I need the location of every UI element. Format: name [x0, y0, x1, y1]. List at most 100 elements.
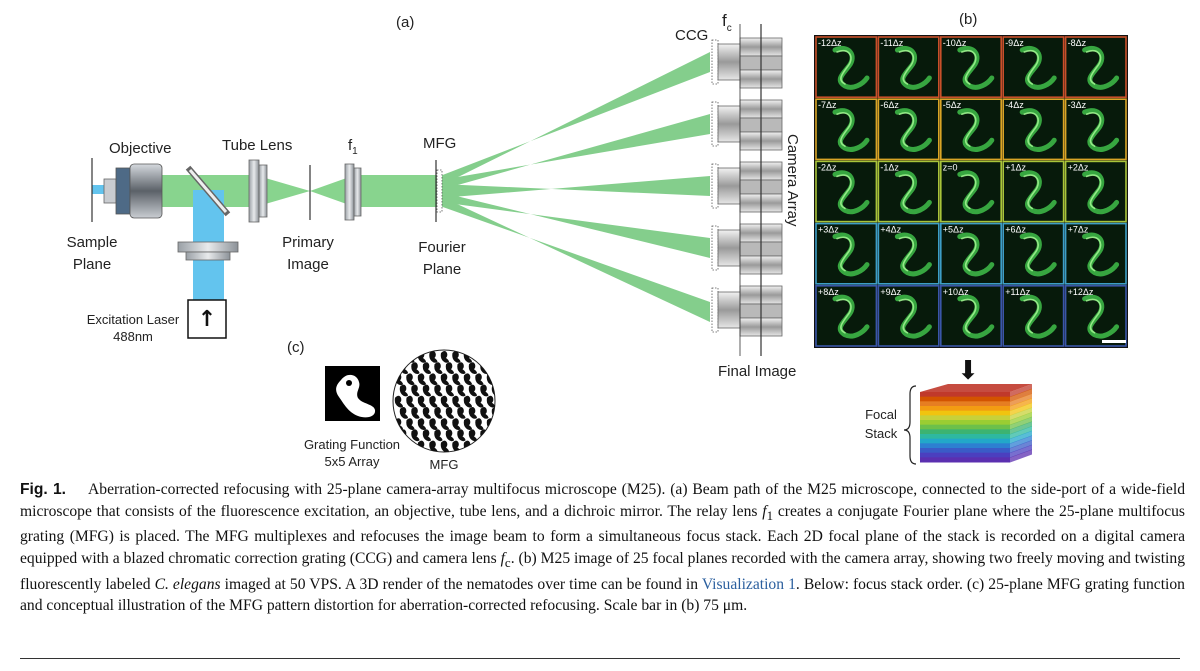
mfg-pattern-cell [440, 373, 449, 386]
tile-label: +10Δz [943, 287, 969, 297]
mfg-pattern-cell [457, 362, 466, 374]
focal-plane-tile: +12Δz [1064, 284, 1127, 347]
stack-layer-front [920, 438, 1010, 444]
stack-layer-side [1010, 421, 1032, 435]
focal-plane-tile: -7Δz [815, 98, 878, 161]
mfg-pattern-cell [468, 384, 477, 397]
tile-label: z=0 [943, 162, 958, 172]
relay-lens-f1 [344, 163, 362, 221]
grating-function-shape [336, 374, 376, 418]
label-final-image: Final Image [718, 363, 796, 380]
visualization-link[interactable]: Visualization 1 [701, 575, 796, 593]
mfg-pattern-cell [491, 407, 495, 419]
beam-primary-to-f1 [310, 175, 355, 207]
mfg-pattern-cell [429, 395, 438, 408]
mfg-pattern-cell [486, 395, 495, 408]
tile-label: +9Δz [880, 287, 901, 297]
mfg-pattern-cell [440, 418, 449, 430]
fan-beams [440, 52, 710, 322]
mfg-pattern-cell [440, 351, 449, 363]
stack-layer-front [920, 401, 1010, 407]
tile-label: -6Δz [880, 100, 899, 110]
mfg-pattern-cell [480, 384, 489, 397]
focal-stack-brace [903, 385, 917, 465]
mfg-pattern-cell [445, 384, 454, 397]
mfg-pattern-cell [411, 362, 420, 374]
stack-layer-front [920, 424, 1010, 430]
laser-arrow-icon: ↑ [198, 307, 216, 332]
label-ccg: CCG [675, 27, 708, 44]
mfg-pattern-cell [475, 395, 484, 408]
stack-layer-side [1010, 430, 1032, 444]
tile-label: +5Δz [943, 225, 964, 235]
stack-layer-side [1010, 407, 1032, 421]
mfg-pattern-cell [434, 429, 443, 442]
focal-plane-tile: z=0 [939, 160, 1002, 223]
focal-plane-tile: +4Δz [877, 222, 940, 285]
label-primary-image: Primary Image [282, 234, 334, 273]
stack-layer-front [920, 396, 1010, 402]
mfg-pattern-cell [491, 429, 495, 442]
beam-path-diagram: ↑ Objective Tube Lens f1 MFG CCG fc Came… [67, 11, 801, 380]
camera-unit [711, 161, 783, 213]
tile-label: +11Δz [1005, 287, 1031, 297]
tile-label: +8Δz [818, 287, 839, 297]
objective-lens [103, 163, 163, 219]
stack-top-face [920, 384, 1032, 392]
stack-layer-front [920, 392, 1010, 398]
focal-plane-tile: +9Δz [877, 284, 940, 347]
mfg-pattern-cell [440, 395, 449, 408]
focal-plane-tile: -4Δz [1002, 98, 1065, 161]
stack-layer-side [1010, 444, 1032, 458]
mfg-pattern-cell [475, 418, 484, 430]
bottom-rule [20, 658, 1180, 659]
mfg-pattern-cell [468, 429, 477, 442]
panel-c-grating: Grating Function 5x5 Array MFG [304, 349, 496, 472]
focal-plane-tile: -9Δz [1002, 36, 1065, 99]
scale-bar [1102, 340, 1126, 343]
stack-layer-front [920, 415, 1010, 421]
mfg-pattern-cell [429, 418, 438, 430]
focal-plane-grid: -12Δz -11Δz -10Δz -9Δz -8Δz -7Δz -6Δz -5Δz -4Δz -… [814, 35, 1128, 348]
mfg-pattern-cell [429, 373, 438, 386]
mfg-pattern-cell [422, 407, 431, 419]
mfg-pattern-cell [491, 362, 495, 374]
symbol-f1: f [762, 502, 767, 520]
camera-unit [711, 37, 783, 89]
stack-layer-side [1010, 398, 1032, 412]
stack-layer-front [920, 457, 1010, 463]
mfg-pattern-cell [422, 429, 431, 442]
focal-plane-tile: -3Δz [1064, 98, 1127, 161]
focal-plane-tile: -11Δz [877, 36, 940, 99]
stack-layer-side [1010, 402, 1032, 416]
label-mfg-small: MFG [430, 457, 459, 472]
mfg-pattern-cell [480, 429, 489, 442]
stack-layer-front [920, 429, 1010, 435]
focal-plane-tile: +11Δz [1002, 284, 1065, 347]
mfg-pattern-cell [411, 384, 420, 397]
stack-layer-front [920, 406, 1010, 412]
stack-layer-side [1010, 435, 1032, 449]
mfg-pattern-cell [434, 362, 443, 374]
mfg-pattern-cell [417, 373, 426, 386]
tile-label: -7Δz [818, 100, 837, 110]
mfg-pattern-cell [422, 362, 431, 374]
grating-function-hole [346, 380, 352, 386]
focal-plane-tile: +5Δz [939, 222, 1002, 285]
caption-text-1: Aberration-corrected refocusing with 25-… [20, 481, 1185, 520]
label-camera-array: Camera Array [784, 134, 801, 227]
symbol-fc-sub: c [504, 555, 511, 570]
mfg-pattern-cell [486, 418, 495, 430]
mfg-pattern-cell [445, 407, 454, 419]
mfg-pattern-cell [399, 407, 408, 419]
panel-label-c: (c) [287, 339, 305, 356]
beam-tube-to-primary [255, 175, 310, 207]
focal-plane-tile: -5Δz [939, 98, 1002, 161]
label-objective: Objective [109, 140, 172, 157]
label-f1: f1 [348, 137, 358, 157]
mfg-pattern-cell [452, 373, 461, 386]
panel-label-b: (b) [959, 11, 977, 28]
tile-label: -8Δz [1068, 38, 1087, 48]
excitation-lens [177, 241, 239, 261]
stack-layer-side [1010, 440, 1032, 454]
